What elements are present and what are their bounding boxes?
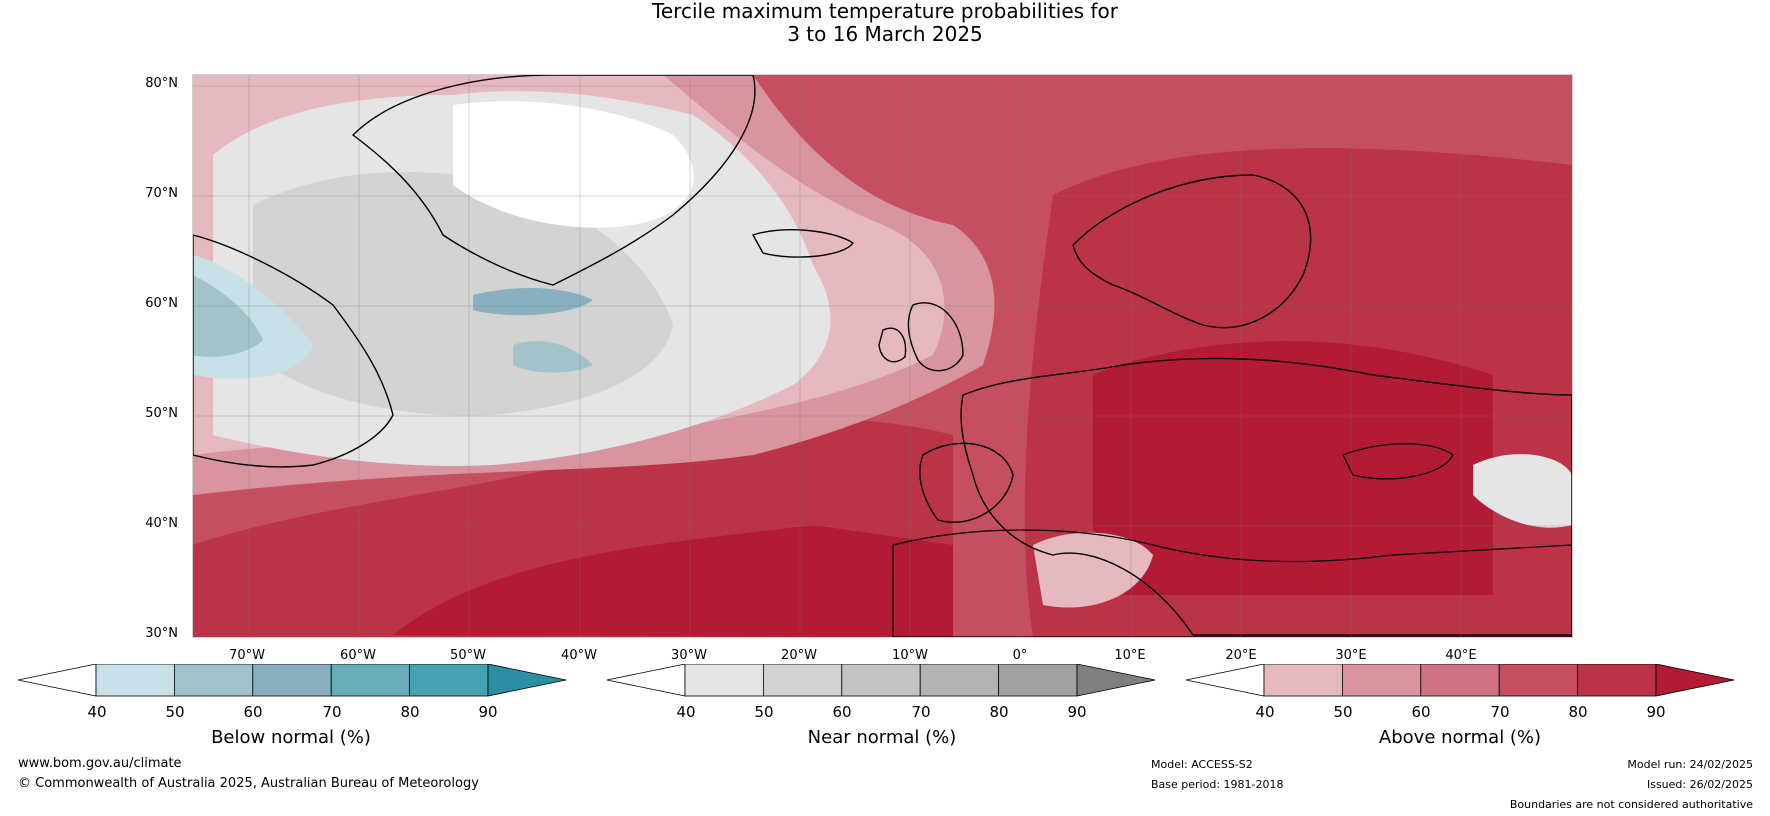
lon-label-10e: 10°E xyxy=(1114,648,1146,663)
lon-label-50w: 50°W xyxy=(450,648,486,663)
lon-label-30w: 30°W xyxy=(671,648,707,663)
near-normal-north-africa xyxy=(1033,532,1153,608)
model-text: Model: ACCESS-S2 xyxy=(1151,758,1253,771)
colorbar-bin xyxy=(919,664,1000,697)
near-tick-90: 90 xyxy=(1067,703,1087,721)
lon-label-40w: 40°W xyxy=(561,648,597,663)
probability-map xyxy=(193,75,1572,637)
colorbar-bin xyxy=(1342,664,1422,697)
colorbar-near-normal xyxy=(606,664,1156,697)
europe-outline xyxy=(960,357,1572,636)
colorbar-bin xyxy=(841,664,921,697)
above-tick-80: 80 xyxy=(1568,703,1588,721)
lat-label-30n: 30°N xyxy=(145,626,178,641)
lon-label-0: 0° xyxy=(1012,648,1028,663)
base-period-text: Base period: 1981-2018 xyxy=(1151,778,1284,791)
colorbar-bin xyxy=(173,664,254,697)
issued-text: Issued: 26/02/2025 xyxy=(1646,778,1753,791)
website-link[interactable]: www.bom.gov.au/climate xyxy=(18,756,182,771)
iberia-outline xyxy=(919,442,1014,523)
lon-label-30e: 30°E xyxy=(1335,648,1367,663)
disclaimer-text: Boundaries are not considered authoritat… xyxy=(1509,798,1753,811)
model-run-text: Model run: 24/02/2025 xyxy=(1627,758,1753,771)
lon-label-20e: 20°E xyxy=(1225,648,1257,663)
below-tick-80: 80 xyxy=(400,703,420,721)
ireland-outline xyxy=(878,327,907,363)
black-sea-outline xyxy=(1342,443,1454,480)
map-panel xyxy=(192,74,1573,638)
near-normal-title: Near normal (%) xyxy=(807,727,957,748)
above-tick-70: 70 xyxy=(1490,703,1510,721)
colorbar-bin xyxy=(763,664,843,697)
colorbar-extend-low xyxy=(606,664,686,697)
lon-label-40e: 40°E xyxy=(1445,648,1477,663)
lat-label-50n: 50°N xyxy=(145,406,178,421)
colorbar-bin xyxy=(1420,664,1500,697)
colorbar-bin xyxy=(330,664,411,697)
lon-label-20w: 20°W xyxy=(781,648,817,663)
title-line-2: 3 to 16 March 2025 xyxy=(787,22,983,46)
below-tick-60: 60 xyxy=(243,703,263,721)
above-tick-60: 60 xyxy=(1411,703,1431,721)
scandinavia-outline xyxy=(1072,174,1312,329)
lat-label-40n: 40°N xyxy=(145,516,178,531)
below-normal-atlantic xyxy=(513,341,593,373)
colorbar-extend-high xyxy=(487,664,567,697)
iceland-outline xyxy=(751,229,854,258)
colorbar-extend-low xyxy=(17,664,97,697)
above-tick-90: 90 xyxy=(1646,703,1666,721)
colorbar-extend-high xyxy=(1655,664,1735,697)
near-tick-60: 60 xyxy=(832,703,852,721)
below-tick-40: 40 xyxy=(87,703,107,721)
north-africa-outline xyxy=(892,529,1572,637)
near-normal-caucasus xyxy=(1473,454,1572,528)
colorbar-bin xyxy=(998,664,1078,697)
above-tick-50: 50 xyxy=(1333,703,1353,721)
colorbars xyxy=(17,664,1735,697)
title-line-1: Tercile maximum temperature probabilitie… xyxy=(652,0,1118,23)
near-tick-50: 50 xyxy=(754,703,774,721)
graticule xyxy=(193,75,1572,637)
colorbar-extend-low xyxy=(1185,664,1265,697)
lon-label-10w: 10°W xyxy=(892,648,928,663)
below-tick-70: 70 xyxy=(322,703,342,721)
below-tick-50: 50 xyxy=(165,703,185,721)
lat-label-70n: 70°N xyxy=(145,186,178,201)
above-normal-title: Above normal (%) xyxy=(1378,727,1542,748)
below-normal-irminger xyxy=(473,288,593,316)
colorbar-bin xyxy=(1498,664,1578,697)
above-normal-90-atlantic xyxy=(393,525,953,637)
lat-label-80n: 80°N xyxy=(145,76,178,91)
lon-label-60w: 60°W xyxy=(340,648,376,663)
below-tick-90: 90 xyxy=(478,703,498,721)
colorbar-bin xyxy=(1577,664,1657,697)
north-america-outline xyxy=(193,234,394,468)
colorbar-bin xyxy=(684,664,764,697)
above-tick-40: 40 xyxy=(1255,703,1275,721)
above-normal-90-core xyxy=(1093,341,1493,595)
near-tick-40: 40 xyxy=(676,703,696,721)
colorbar-below-normal xyxy=(17,664,567,697)
near-tick-80: 80 xyxy=(989,703,1009,721)
colorbar-bin xyxy=(95,664,175,697)
greenland-outline xyxy=(351,75,756,286)
map-title: Tercile maximum temperature probabilitie… xyxy=(0,0,1770,46)
colorbar-extend-high xyxy=(1076,664,1156,697)
below-normal-labrador-inner xyxy=(193,275,263,357)
colorbar-bin xyxy=(409,664,489,697)
lon-label-70w: 70°W xyxy=(229,648,265,663)
colorbar-bin xyxy=(252,664,332,697)
colorbar-above-normal xyxy=(1185,664,1735,697)
british-isles-outline xyxy=(907,302,964,372)
copyright-text: © Commonwealth of Australia 2025, Austra… xyxy=(18,776,479,791)
near-tick-70: 70 xyxy=(911,703,931,721)
lat-label-60n: 60°N xyxy=(145,296,178,311)
below-normal-title: Below normal (%) xyxy=(211,727,371,748)
colorbar-bin xyxy=(1263,664,1343,697)
